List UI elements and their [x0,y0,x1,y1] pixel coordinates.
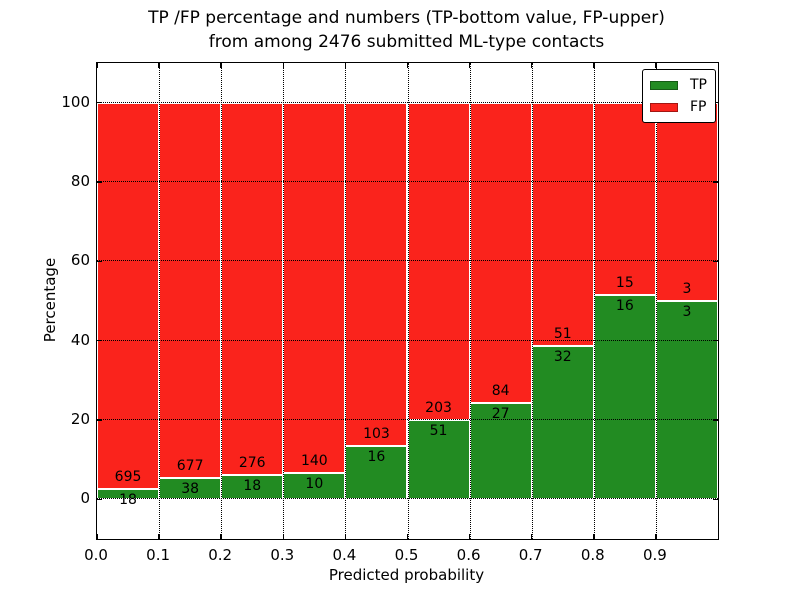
bar-9-fp-segment [655,102,718,301]
bar-8-tp-count: 16 [615,297,634,314]
x-tick-label: 0.8 [580,546,605,564]
bar-5-tp-count: 51 [429,422,448,439]
y-tick-mark [713,260,718,263]
legend-row-tp: TP [650,74,707,96]
bar-4-fp-segment [345,102,408,446]
bar-8-fp-segment [593,102,656,295]
plot-area: 695 18 677 38 276 18 140 10 103 16 203 51 84 27 51 32 15… [96,62,719,540]
bar-4-fp-count: 103 [363,426,390,442]
y-tick-mark [97,339,102,342]
bar-7-tp-segment [531,346,594,500]
x-tick-label: 0.0 [84,546,108,564]
bar-1-tp-count: 38 [181,481,200,498]
bar-2-fp-count: 276 [238,455,266,472]
bar-count-labels-layer: 695 18 677 38 276 18 140 10 103 16 203 51 84 27 51 32 15… [97,63,718,539]
bar-9-tp-segment [655,301,718,500]
x-tick-label: 0.4 [332,546,357,564]
y-tick-label: 60 [70,251,90,270]
y-tick-mark [97,419,102,421]
y-tick-mark [97,498,102,501]
legend-swatch-tp [650,80,678,90]
legend-swatch-fp [650,102,678,112]
bar-7-tp-count: 32 [553,349,572,366]
y-tick-mark [713,419,718,421]
bar-6-tp-count: 27 [491,405,510,422]
y-tick-mark [97,101,102,104]
bar-5-fp-count: 203 [425,399,452,416]
y-tick-mark [713,181,718,183]
bar-0-fp-segment [97,102,160,490]
bar-5-tp-segment [407,419,470,500]
bar-9-tp-count: 3 [682,304,692,320]
chart-title-line1: TP /FP percentage and numbers (TP-bottom… [148,8,665,28]
chart-title-line2: from among 2476 submitted ML-type contac… [208,32,605,52]
x-tick-label: 0.3 [270,546,295,564]
x-tick-mark [96,63,98,68]
y-tick-label: 100 [61,92,90,111]
legend-label-tp: TP [690,77,707,93]
legend-label-fp: FP [690,99,707,115]
bar-8-tp-segment [593,294,656,500]
bar-1-fp-segment [159,102,222,479]
bar-0-fp-count: 695 [114,469,142,486]
x-tick-label: 0.2 [208,546,233,564]
bar-8-fp-count: 15 [615,274,634,291]
y-tick-mark [97,260,102,263]
y-tick-mark [713,339,718,342]
bar-0-tp-count: 18 [119,492,137,509]
x-tick-label: 0.7 [518,546,543,564]
bar-2-tp-count: 18 [243,478,262,495]
bars-layer [97,63,718,539]
x-tick-label: 0.1 [146,546,171,564]
bar-1-fp-count: 677 [176,458,204,475]
x-tick-label: 0.5 [394,546,419,564]
y-tick-label: 80 [70,172,90,190]
bar-9-fp-count: 3 [682,281,692,297]
x-tick-mark [96,534,98,539]
legend: TP FP [642,69,716,123]
x-tick-label: 0.6 [456,546,481,564]
bar-6-fp-count: 84 [491,382,510,399]
bar-7-fp-segment [531,102,594,347]
x-tick-label: 0.9 [642,546,667,564]
y-tick-mark [97,181,102,183]
x-axis-label: Predicted probability [328,566,485,584]
y-tick-label: 40 [70,330,90,349]
y-tick-label: 0 [80,489,90,508]
bar-3-tp-count: 10 [305,475,324,492]
bar-3-fp-count: 140 [300,452,328,469]
bar-7-fp-count: 51 [553,326,572,343]
bar-4-tp-count: 16 [367,449,386,465]
y-tick-mark [713,498,718,501]
y-axis-label: Percentage [41,257,59,343]
legend-row-fp: FP [650,96,707,118]
chart-title: TP /FP percentage and numbers (TP-bottom… [96,6,717,54]
y-tick-label: 20 [70,410,90,428]
